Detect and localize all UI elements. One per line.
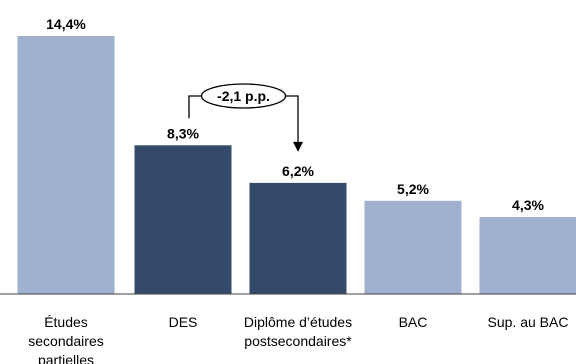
annotation-text: -2,1 p.p.: [217, 88, 270, 104]
category-label-1-line-0: DES: [169, 314, 198, 330]
value-label-3: 5,2%: [397, 181, 429, 197]
category-labels-group: Études secondaires partielles DES Diplôme d’…: [28, 314, 568, 364]
category-label-2: Diplôme d’études postsecondaires*: [244, 314, 352, 349]
value-labels-group: 14,4% 8,3% 6,2% 5,2% 4,3%: [46, 16, 544, 213]
bar-4: [479, 217, 576, 294]
bar-0: [17, 36, 115, 294]
category-label-0: Études secondaires partielles: [28, 314, 104, 364]
annotation-arrowhead: [293, 141, 303, 152]
category-label-0-line-0: Études: [44, 314, 88, 330]
annotation-ellipse: [200, 83, 287, 109]
category-label-3: BAC: [399, 314, 428, 330]
bar-1: [134, 145, 232, 294]
bar-3: [364, 200, 462, 294]
difference-annotation: -2,1 p.p.: [188, 83, 303, 152]
category-label-2-line-0: Diplôme d’études: [244, 314, 352, 330]
value-label-0: 14,4%: [46, 16, 86, 32]
value-label-4: 4,3%: [512, 197, 544, 213]
category-label-1: DES: [169, 314, 198, 330]
category-label-0-line-2: partielles: [38, 352, 94, 364]
category-label-4-line-0: Sup. au BAC: [488, 314, 569, 330]
bars-group: [17, 36, 576, 294]
category-label-2-line-1: postsecondaires*: [244, 333, 352, 349]
value-label-1: 8,3%: [167, 125, 199, 141]
category-label-0-line-1: secondaires: [28, 333, 104, 349]
category-label-4: Sup. au BAC: [488, 314, 569, 330]
value-label-2: 6,2%: [282, 163, 314, 179]
bar-2: [249, 182, 347, 294]
category-label-3-line-0: BAC: [399, 314, 428, 330]
